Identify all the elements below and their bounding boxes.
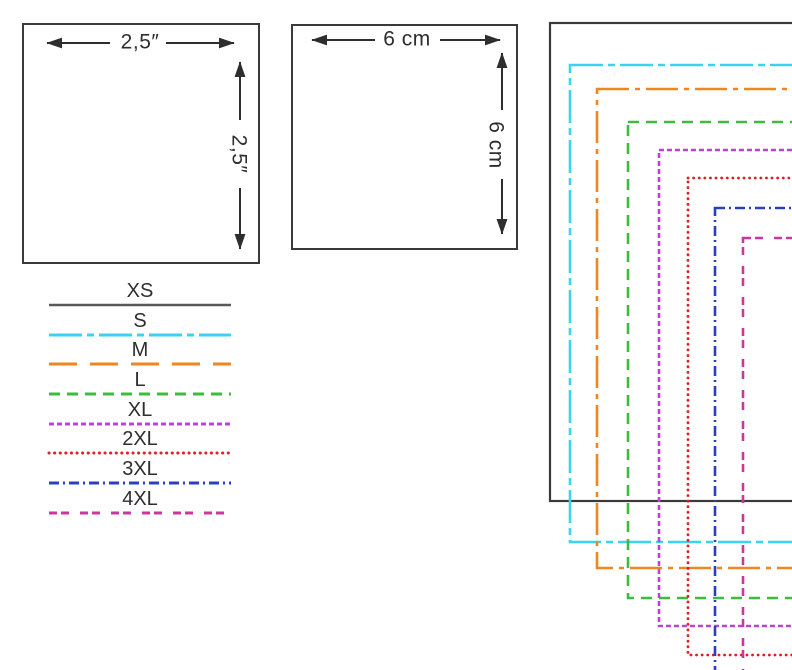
legend-item-xl: XL bbox=[47, 399, 233, 429]
size-rectangle-2xl bbox=[686, 176, 792, 657]
legend-label-3xl: 3XL bbox=[122, 458, 158, 481]
legend-label-4xl: 4XL bbox=[122, 487, 158, 510]
legend-item-2xl: 2XL bbox=[47, 428, 233, 458]
legend-label-xs: XS bbox=[126, 280, 154, 302]
legend-item-m: M bbox=[47, 339, 233, 369]
legend-label-2xl: 2XL bbox=[122, 428, 158, 451]
dimension-arrows-inches bbox=[46, 37, 246, 250]
size-rectangle-xl bbox=[657, 148, 792, 628]
legend-item-3xl: 3XL bbox=[47, 458, 233, 488]
width-dimension-label-cm: 6 cm bbox=[383, 27, 431, 51]
size-rectangle-m bbox=[595, 87, 792, 570]
legend-item-s: S bbox=[47, 310, 233, 340]
legend-line-xs bbox=[49, 303, 231, 307]
legend-item-4xl: 4XL bbox=[47, 488, 233, 518]
size-rectangle-l bbox=[626, 120, 792, 600]
legend-label-s: S bbox=[133, 309, 147, 332]
legend-line-m bbox=[49, 362, 231, 366]
legend-item-l: L bbox=[47, 369, 233, 399]
legend-line-2xl bbox=[47, 451, 233, 455]
dimension-arrows-cm bbox=[311, 34, 508, 235]
dimension-square-inches: 2,5″ 2,5″ bbox=[22, 23, 260, 264]
size-rectangle-3xl bbox=[713, 206, 792, 670]
size-rectangle-4xl bbox=[741, 236, 792, 670]
legend-label-xl: XL bbox=[127, 398, 153, 421]
width-dimension-label-inches: 2,5″ bbox=[120, 30, 160, 54]
legend-line-xl bbox=[49, 422, 231, 426]
legend-item-xs: XS bbox=[47, 280, 233, 310]
dimension-square-cm: 6 cm 6 cm bbox=[291, 24, 518, 250]
legend-line-s bbox=[49, 333, 231, 337]
size-rectangle-s bbox=[568, 63, 792, 544]
legend-label-m: M bbox=[131, 339, 149, 362]
legend-line-l bbox=[49, 392, 231, 396]
size-rectangle-xs bbox=[548, 21, 792, 503]
size-legend: XS S M L XL 2XL 3XL 4XL bbox=[47, 280, 233, 518]
legend-label-l: L bbox=[134, 369, 146, 392]
